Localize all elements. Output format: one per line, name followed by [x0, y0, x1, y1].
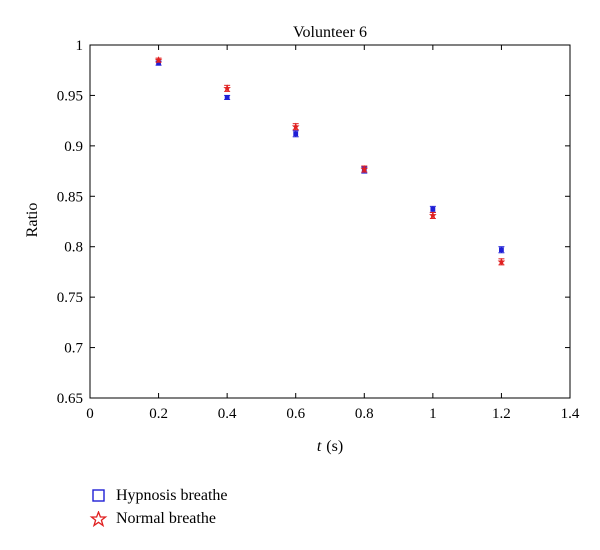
- x-tick-label: 1.4: [561, 406, 580, 422]
- y-tick-label: 0.65: [57, 391, 83, 407]
- plot-frame: [89, 44, 571, 399]
- data-point-hypnosis: [498, 246, 505, 254]
- legend-label-hypnosis: Hypnosis breathe: [116, 486, 228, 504]
- square-marker: [293, 131, 299, 137]
- legend-item-hypnosis: Hypnosis breathe: [88, 484, 228, 507]
- star-marker: [291, 122, 300, 130]
- y-axis: 0.65 0.7 0.75 0.8 0.85 0.9 0.95 1: [57, 38, 570, 407]
- data-point-normal: [291, 122, 300, 131]
- data-marks: [154, 56, 506, 266]
- x-tick-label: 1: [429, 406, 437, 422]
- star-marker: [223, 84, 231, 92]
- star-marker: [429, 211, 437, 219]
- square-marker-icon: [92, 488, 105, 502]
- data-point-normal: [154, 56, 163, 64]
- data-point-hypnosis: [292, 130, 299, 138]
- square-marker: [430, 206, 436, 212]
- x-axis: 0 0.2 0.4 0.6 0.8 1 1.2 1.4: [86, 45, 580, 422]
- x-tick-label: 0.4: [218, 406, 237, 422]
- x-axis-label: t (s): [317, 438, 343, 455]
- y-axis-label: Ratio: [24, 203, 41, 238]
- y-tick-label: 0.7: [64, 341, 83, 357]
- legend-label-normal: Normal breathe: [116, 509, 216, 527]
- data-point-normal: [223, 84, 231, 92]
- x-axis-label-var: t: [317, 438, 322, 455]
- y-tick-label: 1: [76, 38, 84, 54]
- data-point-hypnosis: [224, 94, 231, 100]
- y-tick-label: 0.75: [57, 290, 83, 306]
- x-tick-label: 0.2: [149, 406, 168, 422]
- data-point-normal: [360, 165, 369, 173]
- star-marker: [154, 56, 163, 64]
- x-tick-label: 0: [86, 406, 94, 422]
- legend-item-normal: Normal breathe: [88, 507, 228, 530]
- star-marker-icon: [89, 510, 108, 527]
- y-tick-label: 0.9: [64, 139, 83, 155]
- x-tick-label: 0.8: [355, 406, 374, 422]
- data-point-normal: [497, 257, 506, 266]
- chart-title: Volunteer 6: [293, 24, 367, 41]
- y-tick-label: 0.95: [57, 88, 83, 104]
- data-point-normal: [429, 211, 437, 219]
- y-tick-label: 0.85: [57, 189, 83, 205]
- square-marker: [224, 95, 230, 100]
- legend: Hypnosis breathe Normal breathe: [88, 484, 228, 530]
- chart: Volunteer 6 0 0.2 0.4 0.6 0.8 1 1.2 1.4 0.65 0.7…: [24, 24, 580, 455]
- x-axis-label-unit: (s): [326, 438, 343, 455]
- y-tick-label: 0.8: [64, 240, 83, 256]
- x-tick-label: 1.2: [492, 406, 511, 422]
- square-marker: [499, 247, 504, 253]
- star-marker: [497, 257, 506, 266]
- star-marker: [360, 165, 369, 173]
- x-tick-label: 0.6: [286, 406, 305, 422]
